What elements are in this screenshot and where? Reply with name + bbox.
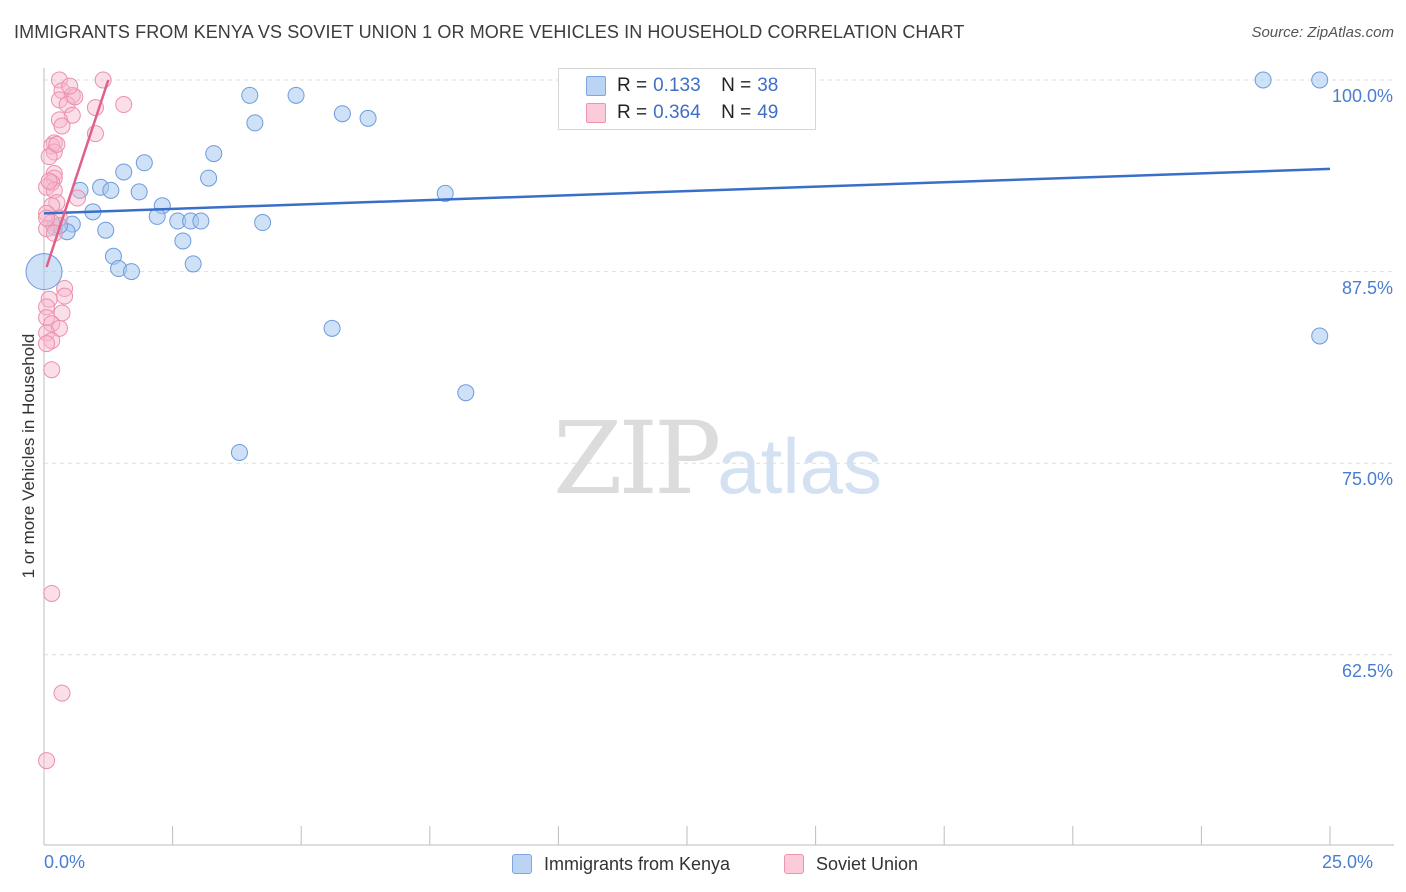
- legend-item-kenya: Immigrants from Kenya: [512, 851, 730, 877]
- y-tick-label: 62.5%: [1341, 660, 1393, 681]
- stats-n-label: N =: [721, 102, 752, 123]
- y-tick-label: 87.5%: [1341, 277, 1393, 298]
- stats-n-value: 49: [757, 102, 779, 123]
- kenya-point: [436, 184, 454, 202]
- soviet-point: [56, 287, 74, 305]
- kenya-point: [246, 114, 264, 132]
- kenya-point: [122, 263, 140, 281]
- stats-r-value: 0.364: [653, 102, 701, 123]
- kenya-point: [115, 163, 133, 181]
- y-tick-label: 75.0%: [1341, 469, 1393, 490]
- kenya-point: [241, 86, 259, 104]
- legend-swatch-kenya: [512, 854, 532, 874]
- legend-label-kenya: Immigrants from Kenya: [544, 853, 731, 874]
- soviet-point: [43, 361, 61, 379]
- soviet-trend-line: [45, 79, 110, 268]
- kenya-point: [333, 105, 351, 123]
- stats-n-label: N =: [721, 75, 752, 96]
- kenya-trend-line: [43, 167, 1331, 215]
- kenya-point: [102, 181, 120, 199]
- soviet-point: [53, 684, 71, 702]
- kenya-point: [205, 145, 223, 163]
- stats-swatch-kenya: [586, 76, 606, 96]
- stats-row-kenya: R = 0.133 N = 38: [586, 73, 779, 99]
- stats-legend-box: R = 0.133 N = 38 R = 0.364 N = 49: [558, 68, 816, 130]
- legend-item-soviet: Soviet Union: [784, 851, 918, 877]
- kenya-point: [230, 443, 248, 461]
- soviet-point: [63, 106, 81, 124]
- legend-label-soviet: Soviet Union: [816, 853, 919, 874]
- stats-r-label: R =: [617, 75, 648, 96]
- watermark: ZIPatlas: [553, 400, 882, 517]
- stats-r-value: 0.133: [653, 75, 701, 96]
- kenya-point: [1311, 71, 1329, 89]
- x-tick-label-max: 25.0%: [1322, 852, 1374, 872]
- soviet-point: [61, 77, 79, 95]
- kenya-point: [287, 86, 305, 104]
- soviet-point: [48, 135, 66, 153]
- stats-r-label: R =: [617, 102, 648, 123]
- soviet-point: [40, 148, 58, 166]
- kenya-point: [130, 183, 148, 201]
- stats-swatch-soviet: [586, 103, 606, 123]
- watermark-zip: ZIP: [553, 400, 721, 517]
- kenya-point: [192, 212, 210, 230]
- soviet-point: [53, 117, 71, 135]
- soviet-point: [94, 71, 112, 89]
- stats-n-value: 38: [757, 75, 779, 96]
- kenya-point: [200, 169, 218, 187]
- chart-source: Source: ZipAtlas.com: [1251, 24, 1394, 41]
- kenya-point: [25, 253, 63, 291]
- watermark-atlas: atlas: [717, 422, 883, 510]
- chart-title: IMMIGRANTS FROM KENYA VS SOVIET UNION 1 …: [14, 22, 965, 42]
- kenya-point: [457, 384, 475, 402]
- soviet-point: [66, 88, 84, 106]
- y-tick-label: 100.0%: [1331, 86, 1393, 106]
- kenya-point: [359, 109, 377, 127]
- soviet-point: [43, 332, 61, 350]
- kenya-point: [174, 232, 192, 250]
- kenya-point: [1254, 71, 1272, 89]
- stats-row-soviet: R = 0.364 N = 49: [586, 100, 779, 126]
- kenya-point: [254, 214, 272, 232]
- legend-swatch-soviet: [784, 854, 804, 874]
- kenya-point: [135, 154, 153, 172]
- soviet-point: [43, 584, 61, 602]
- soviet-point: [38, 752, 56, 770]
- x-tick-label-min: 0.0%: [44, 852, 86, 872]
- kenya-point: [97, 221, 115, 239]
- soviet-point: [115, 96, 133, 114]
- kenya-point: [184, 255, 202, 273]
- kenya-point: [1311, 327, 1329, 345]
- kenya-point: [323, 319, 341, 337]
- soviet-point: [38, 335, 56, 353]
- soviet-point: [50, 71, 68, 89]
- soviet-point: [50, 319, 68, 337]
- soviet-point: [40, 172, 58, 190]
